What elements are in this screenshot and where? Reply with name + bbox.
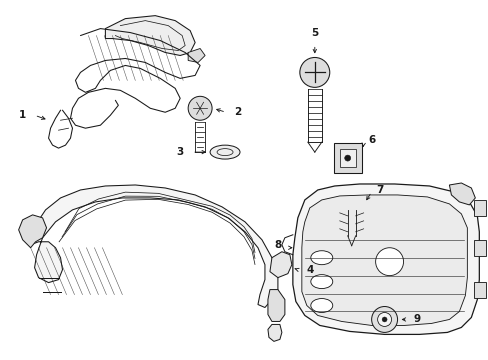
Polygon shape: [448, 183, 474, 205]
Text: 7: 7: [375, 185, 383, 195]
Circle shape: [299, 58, 329, 87]
Circle shape: [377, 312, 391, 327]
FancyBboxPatch shape: [473, 282, 486, 298]
Text: 6: 6: [367, 135, 374, 145]
Text: 8: 8: [274, 240, 281, 250]
Text: 2: 2: [234, 107, 241, 117]
FancyBboxPatch shape: [473, 200, 486, 216]
Polygon shape: [292, 184, 478, 334]
Text: 3: 3: [176, 147, 183, 157]
Polygon shape: [301, 195, 467, 325]
Circle shape: [339, 186, 363, 210]
Polygon shape: [267, 324, 281, 341]
Circle shape: [188, 96, 212, 120]
Polygon shape: [105, 15, 195, 55]
Polygon shape: [188, 49, 204, 62]
Polygon shape: [31, 185, 277, 307]
Polygon shape: [267, 289, 285, 321]
FancyBboxPatch shape: [333, 143, 361, 173]
Ellipse shape: [310, 298, 332, 312]
Text: 1: 1: [19, 110, 26, 120]
Circle shape: [344, 155, 350, 161]
Text: 9: 9: [413, 314, 420, 324]
Circle shape: [381, 317, 386, 322]
Text: 5: 5: [310, 28, 318, 37]
Circle shape: [371, 306, 397, 332]
Polygon shape: [19, 215, 46, 248]
Ellipse shape: [310, 275, 332, 289]
Text: 4: 4: [305, 265, 313, 275]
Polygon shape: [269, 252, 291, 278]
FancyBboxPatch shape: [339, 149, 355, 167]
Circle shape: [375, 248, 403, 276]
FancyBboxPatch shape: [473, 240, 486, 256]
Ellipse shape: [210, 145, 240, 159]
Ellipse shape: [310, 251, 332, 265]
